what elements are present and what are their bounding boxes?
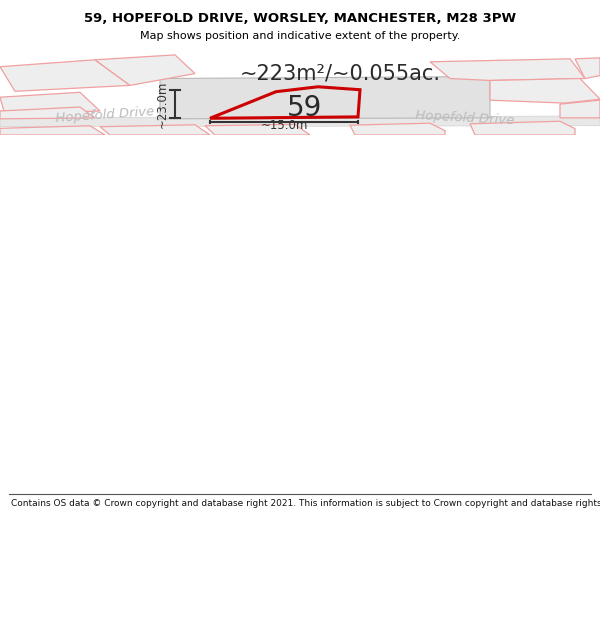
Text: Hopefold Drive: Hopefold Drive bbox=[55, 105, 155, 125]
Polygon shape bbox=[0, 92, 100, 115]
Text: Map shows position and indicative extent of the property.: Map shows position and indicative extent… bbox=[140, 31, 460, 41]
Text: Contains OS data © Crown copyright and database right 2021. This information is : Contains OS data © Crown copyright and d… bbox=[11, 499, 600, 508]
Polygon shape bbox=[490, 79, 600, 103]
Text: ~23.0m: ~23.0m bbox=[155, 80, 169, 128]
Text: ~223m²/~0.055ac.: ~223m²/~0.055ac. bbox=[240, 63, 441, 83]
Polygon shape bbox=[575, 58, 600, 79]
Text: 59, HOPEFOLD DRIVE, WORSLEY, MANCHESTER, M28 3PW: 59, HOPEFOLD DRIVE, WORSLEY, MANCHESTER,… bbox=[84, 12, 516, 25]
Polygon shape bbox=[100, 125, 210, 135]
Polygon shape bbox=[0, 126, 105, 135]
Text: Hopefold Drive: Hopefold Drive bbox=[415, 109, 515, 127]
Polygon shape bbox=[430, 59, 585, 81]
Polygon shape bbox=[205, 124, 310, 135]
Polygon shape bbox=[95, 55, 195, 86]
Text: ~15.0m: ~15.0m bbox=[260, 119, 308, 132]
Text: 59: 59 bbox=[287, 94, 323, 122]
Polygon shape bbox=[0, 116, 600, 127]
Polygon shape bbox=[350, 123, 445, 135]
Polygon shape bbox=[160, 76, 490, 119]
Polygon shape bbox=[0, 60, 130, 91]
Polygon shape bbox=[560, 100, 600, 118]
Polygon shape bbox=[470, 121, 575, 135]
Polygon shape bbox=[0, 107, 95, 119]
